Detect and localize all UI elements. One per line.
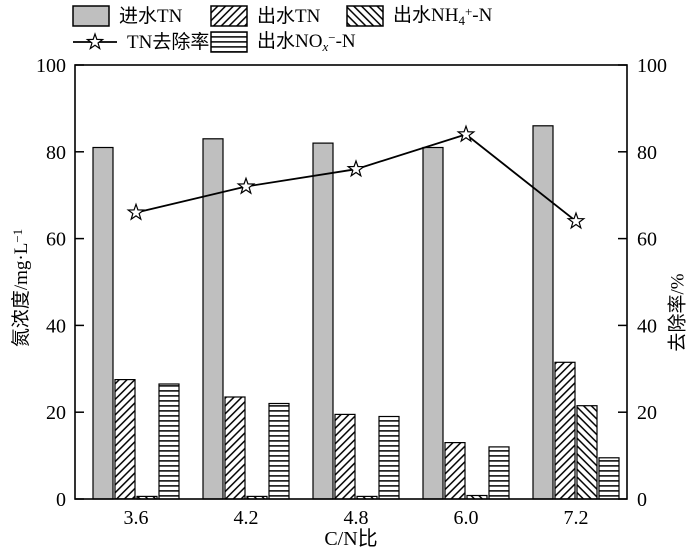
right-tick-label: 40	[637, 315, 657, 337]
bar-series2-cat4	[576, 405, 598, 500]
bar-series0-cat4	[532, 125, 554, 500]
star-marker	[126, 202, 146, 221]
right-axis-title: 去除率/%	[667, 273, 689, 352]
legend-item-outflow-nox: 出水NOx−-N	[210, 31, 356, 53]
bar-series1-cat1	[224, 396, 246, 500]
x-tick-label: 7.2	[564, 507, 589, 529]
bar-series3-cat4	[598, 457, 620, 500]
right-tick-label: 100	[637, 55, 667, 77]
left-tick-label: 20	[46, 402, 66, 424]
bar-series1-cat4	[554, 361, 576, 500]
left-tick-label: 60	[46, 229, 66, 251]
right-tick-label: 0	[637, 489, 647, 511]
star-line-swatch	[73, 32, 117, 50]
bar-series3-cat3	[488, 446, 510, 500]
star-marker	[236, 176, 256, 195]
bar-series3-cat0	[158, 383, 180, 500]
star-marker	[566, 211, 586, 230]
bar-series3-cat2	[378, 415, 400, 500]
legend-item-tn-removal: TN去除率	[72, 31, 209, 53]
legend-label-outflow-nox: 出水NOx−-N	[257, 30, 356, 54]
bar-series0-cat3	[422, 146, 444, 500]
legend-item-outflow-tn: 出水TN	[210, 5, 320, 27]
bar-series3-cat1	[268, 402, 290, 500]
x-tick-label: 3.6	[124, 507, 149, 529]
legend-item-inflow-tn: 进水TN	[72, 5, 182, 27]
star-marker	[456, 124, 476, 143]
bar-series1-cat2	[334, 413, 356, 500]
star-marker	[346, 159, 366, 178]
backslash-hatch-swatch	[346, 5, 384, 27]
legend-label-inflow-tn: 进水TN	[119, 5, 183, 27]
legend-label-outflow-tn: 出水TN	[257, 5, 321, 27]
right-tick-label: 60	[637, 229, 657, 251]
plot-frame	[74, 64, 628, 500]
legend-label-tn-removal: TN去除率	[127, 31, 210, 53]
legend-item-outflow-nh4: 出水NH4+-N	[346, 5, 492, 27]
x-axis-title: C/N比	[324, 528, 378, 550]
x-tick-label: 6.0	[454, 507, 479, 529]
bar-series0-cat2	[312, 142, 334, 500]
left-axis-title: 氮浓度/mg·L−1	[10, 228, 32, 348]
horizontal-hatch-swatch	[210, 31, 248, 53]
left-tick-label: 40	[46, 315, 66, 337]
bar-series1-cat3	[444, 442, 466, 500]
x-tick-label: 4.8	[344, 507, 369, 529]
bar-series0-cat0	[92, 146, 114, 500]
left-tick-label: 0	[56, 489, 66, 511]
diagonal-hatch-swatch	[210, 5, 248, 27]
tn-removal-line	[135, 133, 577, 222]
bar-series1-cat0	[114, 379, 136, 500]
left-tick-label: 100	[36, 55, 66, 77]
gray-bar-swatch	[72, 5, 110, 27]
left-tick-label: 80	[46, 142, 66, 164]
x-tick-label: 4.2	[234, 507, 259, 529]
legend-label-outflow-nh4: 出水NH4+-N	[393, 4, 493, 28]
right-tick-label: 20	[637, 402, 657, 424]
right-tick-label: 80	[637, 142, 657, 164]
legend-star-icon	[85, 32, 105, 50]
